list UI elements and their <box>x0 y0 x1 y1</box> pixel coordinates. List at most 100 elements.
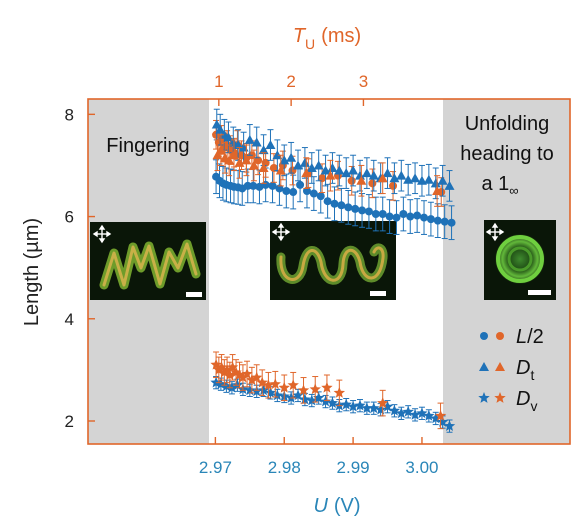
data-point-triangle <box>241 155 252 165</box>
data-point-star <box>430 412 442 424</box>
data-point-triangle <box>432 186 443 195</box>
data-point-star <box>368 402 380 414</box>
data-point-star <box>374 403 387 415</box>
data-point-circle <box>330 199 339 208</box>
legend-marker-orange-circle <box>496 332 504 340</box>
data-point-circle <box>289 188 298 197</box>
data-point-star <box>402 405 414 417</box>
data-point-triangle <box>258 145 269 155</box>
data-point-triangle <box>313 160 324 170</box>
data-point-star <box>377 397 389 408</box>
data-point-triangle <box>211 119 222 129</box>
data-point-circle <box>368 179 377 188</box>
data-point-star <box>269 378 281 390</box>
data-point-triangle <box>272 150 283 160</box>
series-triangle-orange <box>212 134 443 207</box>
data-point-circle <box>309 189 318 198</box>
crossed-arrows-icon <box>485 222 505 242</box>
top-axis-label: TU (ms) <box>293 25 361 52</box>
data-point-star <box>257 384 270 396</box>
data-point-star <box>436 416 449 427</box>
data-point-triangle <box>382 168 393 178</box>
data-point-circle <box>371 210 380 218</box>
data-point-circle <box>378 210 387 218</box>
data-point-star <box>321 381 333 393</box>
plot-frame <box>87 98 571 445</box>
data-point-circle <box>275 184 284 193</box>
data-point-star <box>306 394 318 406</box>
y-tick-label: 2 <box>65 412 74 431</box>
data-point-circle <box>385 212 394 221</box>
data-point-star <box>237 371 249 383</box>
data-point-triangle <box>223 132 234 142</box>
data-point-star <box>250 371 263 383</box>
data-point-triangle <box>306 163 317 172</box>
legend-marker-blue-triangle <box>479 362 489 371</box>
data-point-circle <box>440 217 449 226</box>
data-point-circle <box>261 180 270 189</box>
data-point-triangle <box>361 168 372 178</box>
data-point-star <box>388 404 401 416</box>
data-point-star <box>241 367 253 379</box>
data-point-triangle <box>251 137 262 147</box>
data-point-circle <box>433 216 442 225</box>
data-point-circle <box>337 201 346 210</box>
legend-label: Dv <box>516 388 537 414</box>
data-point-circle <box>413 211 422 220</box>
data-point-star <box>292 389 304 401</box>
data-point-triangle <box>356 175 367 185</box>
data-point-star <box>416 407 428 419</box>
data-point-star <box>210 358 222 370</box>
data-point-star <box>256 376 268 388</box>
data-point-star <box>340 398 352 410</box>
series-triangle-blue <box>211 108 455 202</box>
y-tick-label: 6 <box>65 208 74 227</box>
data-point-star <box>434 409 447 421</box>
data-layer <box>210 108 456 433</box>
data-point-circle <box>254 156 263 165</box>
data-point-triangle <box>215 124 226 134</box>
data-point-triangle <box>258 163 269 172</box>
inset-ring-micrograph <box>484 220 556 300</box>
x-axis-label: U (V) <box>313 495 360 517</box>
data-point-circle <box>392 213 401 222</box>
data-point-triangle <box>354 170 365 180</box>
series-star-blue <box>210 376 456 433</box>
data-point-triangle <box>396 170 407 180</box>
data-point-triangle <box>444 180 455 190</box>
data-point-circle <box>302 187 311 195</box>
data-point-star <box>244 384 256 396</box>
crossed-arrows-icon <box>92 224 112 244</box>
data-point-circle <box>249 181 258 190</box>
data-point-star <box>230 366 242 378</box>
data-point-triangle <box>430 178 441 188</box>
data-point-circle <box>296 180 305 189</box>
data-point-triangle <box>299 157 310 167</box>
legend-marker-orange-triangle <box>495 362 505 371</box>
data-point-circle <box>389 181 398 190</box>
data-point-star <box>224 369 236 380</box>
region-label-fingering: Fingering <box>106 135 189 157</box>
data-point-triangle <box>410 173 421 183</box>
data-point-circle <box>316 192 325 201</box>
data-point-star <box>287 379 299 391</box>
data-point-star <box>443 420 456 431</box>
data-point-triangle <box>320 165 331 175</box>
data-point-star <box>215 361 228 373</box>
legend-marker-orange-star <box>494 392 506 403</box>
data-point-triangle <box>377 173 388 183</box>
data-point-circle <box>351 204 360 213</box>
data-point-triangle <box>334 165 345 175</box>
data-point-star <box>347 400 359 412</box>
legend-marker-blue-circle <box>480 332 488 340</box>
top-tick-label: 3 <box>359 72 368 91</box>
data-point-star <box>215 378 227 390</box>
data-point-triangle <box>325 170 336 180</box>
data-point-triangle <box>327 163 338 172</box>
data-point-star <box>231 379 244 391</box>
data-point-star <box>262 379 275 391</box>
data-point-triangle <box>368 170 379 180</box>
data-point-star <box>381 400 394 412</box>
legend-label: Dt <box>516 357 534 383</box>
